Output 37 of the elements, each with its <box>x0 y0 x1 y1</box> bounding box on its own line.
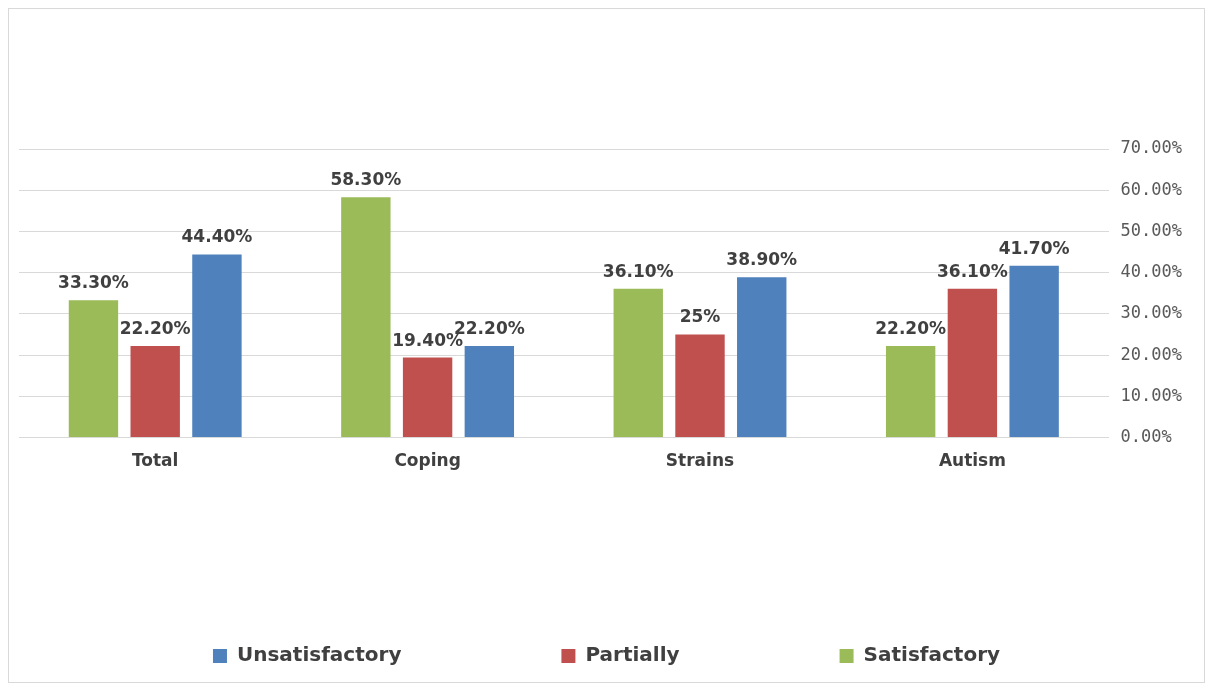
y-tick-label: 60.00% <box>1120 178 1183 199</box>
bar <box>192 254 242 438</box>
bar <box>341 197 391 438</box>
y-tick-label: 50.00% <box>1120 219 1183 240</box>
bar <box>675 334 725 438</box>
bar <box>737 277 787 438</box>
data-label: 41.70% <box>998 237 1070 258</box>
data-label: 25% <box>679 306 721 327</box>
data-label: 22.20% <box>119 317 191 338</box>
x-tick-label: Total <box>131 450 179 471</box>
y-tick-label: 40.00% <box>1120 261 1183 282</box>
y-tick-label: 70.00% <box>1120 137 1183 158</box>
x-tick-label: Strains <box>665 450 735 471</box>
y-tick-label: 20.00% <box>1120 343 1183 364</box>
y-tick-label: 10.00% <box>1120 384 1183 405</box>
data-label: 44.40% <box>181 226 253 247</box>
bar <box>402 357 453 438</box>
data-label: 36.10% <box>602 260 674 281</box>
bar <box>1009 265 1059 438</box>
data-label: 33.30% <box>58 272 129 293</box>
bar <box>613 288 663 438</box>
legend-label: Unsatisfactory <box>236 642 402 667</box>
y-tick-label: 0.00% <box>1120 426 1172 447</box>
bar <box>130 346 180 438</box>
bar <box>68 300 119 438</box>
legend-label: Partially <box>585 642 680 667</box>
data-label: 36.10% <box>936 260 1008 281</box>
bar <box>464 346 515 438</box>
bar <box>947 288 998 438</box>
data-label: 22.20% <box>875 317 947 338</box>
x-tick-label: Coping <box>394 450 461 471</box>
x-tick-label: Autism <box>938 450 1006 471</box>
y-tick-label: 30.00% <box>1120 302 1183 323</box>
data-label: 58.30% <box>330 169 402 190</box>
bar <box>885 346 936 438</box>
legend-label: Satisfactory <box>863 642 1001 667</box>
data-label: 38.90% <box>726 249 798 270</box>
